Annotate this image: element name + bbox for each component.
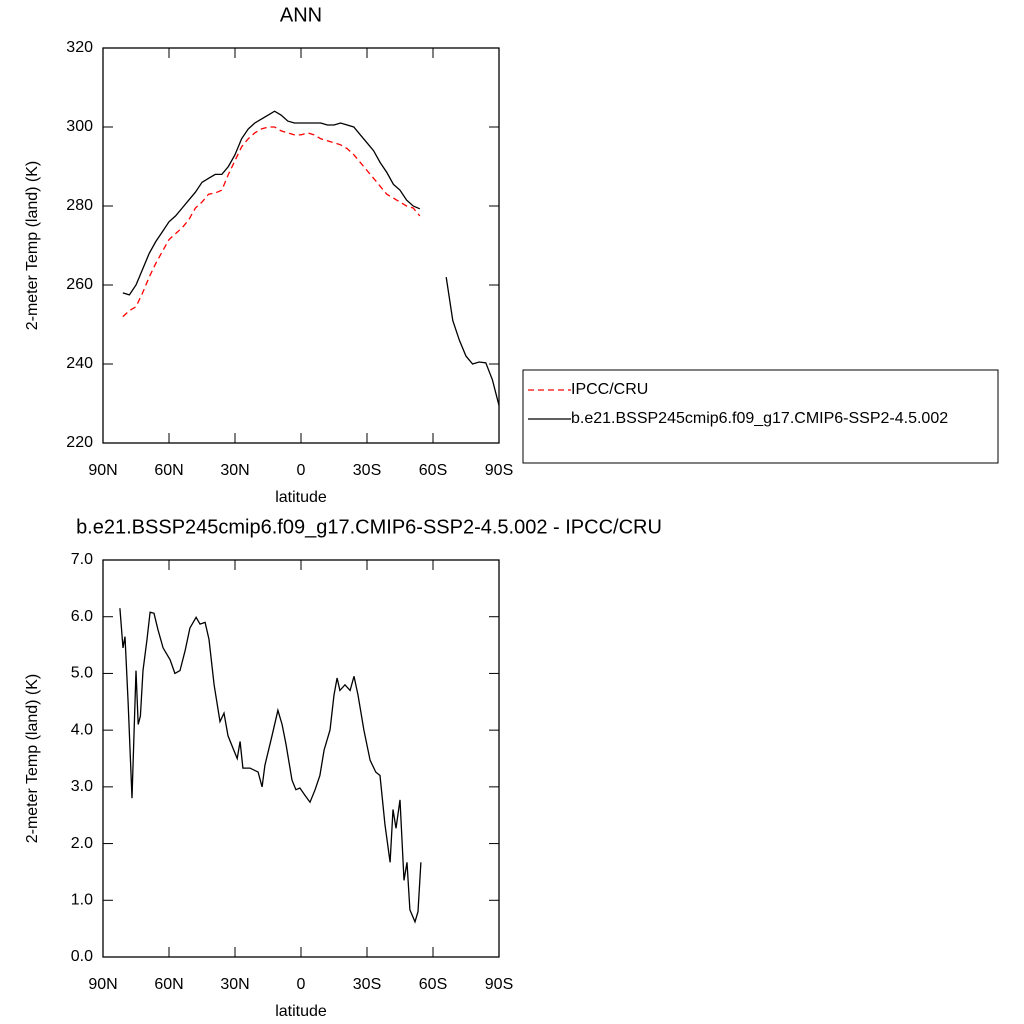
y-tick-label: 280: [66, 197, 93, 214]
y-tick-label: 240: [66, 355, 93, 372]
y-tick-label: 3.0: [71, 778, 93, 795]
x-tick-label: 60S: [419, 462, 447, 479]
y-axis-label: 2-meter Temp (land) (K): [24, 161, 41, 331]
y-tick-label: 2.0: [71, 835, 93, 852]
x-tick-label: 0: [297, 462, 306, 479]
plot-frame: [102, 559, 500, 958]
plot-frame: [102, 47, 500, 444]
y-tick-label: 7.0: [71, 551, 93, 568]
x-tick-label: 60N: [154, 462, 183, 479]
x-tick-label: 30S: [353, 976, 381, 993]
y-tick-label: 300: [66, 118, 93, 135]
y-tick-label: 320: [66, 39, 93, 56]
x-tick-label: 90S: [485, 462, 513, 479]
y-tick-label: 6.0: [71, 608, 93, 625]
x-tick-label: 60S: [419, 976, 447, 993]
y-tick-label: 1.0: [71, 892, 93, 909]
chart-title: ANN: [280, 4, 322, 26]
data-line: [122, 126, 421, 318]
x-axis-label: latitude: [275, 1003, 327, 1020]
y-tick-label: 220: [66, 434, 93, 451]
y-tick-label: 5.0: [71, 665, 93, 682]
x-tick-label: 30S: [353, 462, 381, 479]
data-line: [122, 110, 500, 406]
x-axis-label: latitude: [275, 489, 327, 506]
x-tick-label: 90S: [485, 976, 513, 993]
chart-title: b.e21.BSSP245cmip6.f09_g17.CMIP6-SSP2-4.…: [76, 516, 662, 538]
x-tick-label: 30N: [220, 462, 249, 479]
legend-label: IPCC/CRU: [571, 381, 648, 398]
legend-box: [522, 369, 999, 464]
y-tick-label: 0.0: [71, 948, 93, 965]
y-axis-label: 2-meter Temp (land) (K): [24, 674, 41, 844]
x-tick-label: 30N: [220, 976, 249, 993]
x-tick-label: 90N: [88, 462, 117, 479]
y-tick-label: 4.0: [71, 721, 93, 738]
x-tick-label: 60N: [154, 976, 183, 993]
x-tick-label: 0: [297, 976, 306, 993]
x-tick-label: 90N: [88, 976, 117, 993]
y-tick-label: 260: [66, 276, 93, 293]
data-line: [119, 608, 422, 924]
legend-label: b.e21.BSSP245cmip6.f09_g17.CMIP6-SSP2-4.…: [571, 410, 948, 427]
